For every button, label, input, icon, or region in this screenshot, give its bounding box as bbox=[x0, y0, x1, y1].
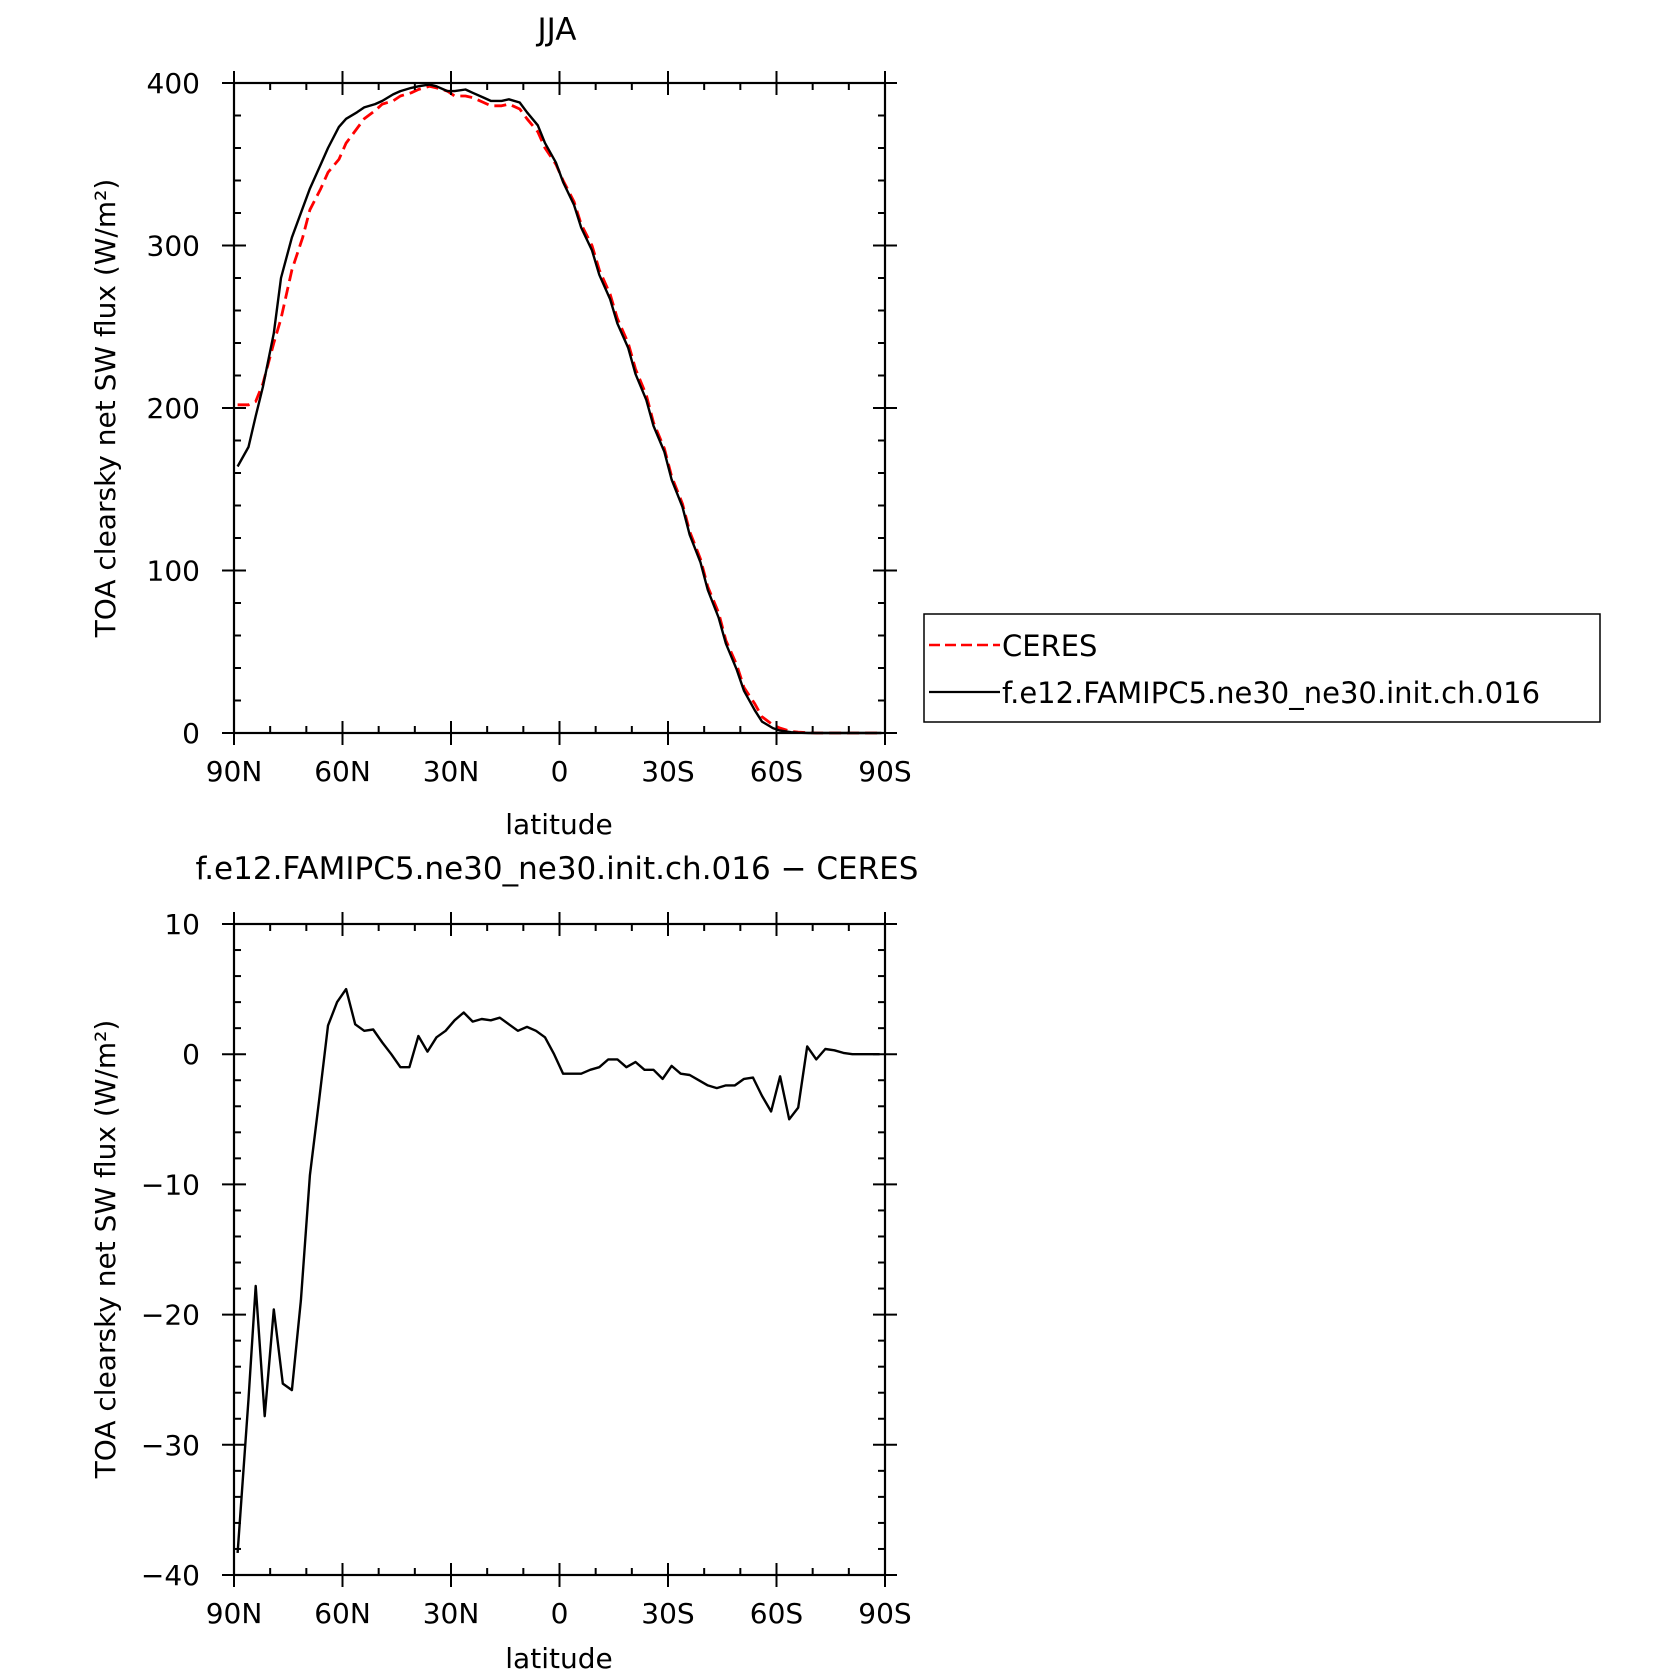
top-y-tick-label: 100 bbox=[147, 555, 200, 588]
bottom-y-tick-label: −30 bbox=[141, 1429, 200, 1462]
top-y-tick-label: 400 bbox=[147, 67, 200, 100]
bottom-x-tick-label: 90N bbox=[206, 1597, 263, 1630]
bottom-x-tick-label: 30S bbox=[641, 1597, 694, 1630]
top-x-tick-label: 90N bbox=[206, 755, 263, 788]
bottom-x-tick-label: 30N bbox=[423, 1597, 480, 1630]
top-y-tick-label: 200 bbox=[147, 392, 200, 425]
bottom-x-tick-label: 0 bbox=[551, 1597, 569, 1630]
top-ticks: 90N 60N 30N 0 30S 60S 90S 0 100 200 300 400 bbox=[147, 67, 912, 788]
top-chart-title: JJA bbox=[536, 12, 577, 48]
bottom-y-axis-label: TOA clearsky net SW flux (W/m²) bbox=[89, 1020, 122, 1480]
bottom-y-tick-label: −40 bbox=[141, 1559, 200, 1592]
top-x-tick-label: 0 bbox=[551, 755, 569, 788]
legend: CERES f.e12.FAMIPC5.ne30_ne30.init.ch.01… bbox=[923, 613, 1601, 723]
top-plot-frame bbox=[232, 81, 887, 735]
bottom-plot-frame bbox=[232, 922, 887, 1577]
top-x-axis-label: latitude bbox=[505, 808, 612, 841]
bottom-chart-title: f.e12.FAMIPC5.ne30_ne30.init.ch.016 − CE… bbox=[196, 851, 919, 887]
legend-ceres-label: CERES bbox=[1002, 629, 1097, 663]
bottom-ticks: 90N 60N 30N 0 30S 60S 90S −40 −30 −20 −10 0 10 bbox=[141, 908, 912, 1630]
top-y-axis-label: TOA clearsky net SW flux (W/m²) bbox=[89, 179, 122, 639]
top-y-tick-label: 0 bbox=[182, 717, 200, 750]
bottom-y-tick-label: 10 bbox=[164, 908, 200, 941]
bottom-panel: f.e12.FAMIPC5.ne30_ne30.init.ch.016 − CE… bbox=[89, 851, 918, 1674]
legend-model-label: f.e12.FAMIPC5.ne30_ne30.init.ch.016 bbox=[1002, 676, 1540, 710]
top-x-tick-label: 90S bbox=[858, 755, 911, 788]
top-plot-area bbox=[236, 83, 882, 735]
top-x-tick-label: 60S bbox=[750, 755, 803, 788]
bottom-y-tick-label: 0 bbox=[182, 1038, 200, 1071]
top-x-tick-label: 30N bbox=[423, 755, 480, 788]
top-series-line-1 bbox=[236, 83, 882, 735]
top-series-line-0 bbox=[237, 84, 882, 735]
bottom-plot-area bbox=[236, 987, 880, 1553]
bottom-x-tick-label: 60S bbox=[750, 1597, 803, 1630]
bottom-y-tick-label: −20 bbox=[141, 1299, 200, 1332]
top-y-tick-label: 300 bbox=[147, 230, 200, 263]
bottom-y-tick-label: −10 bbox=[141, 1168, 200, 1201]
top-x-tick-label: 60N bbox=[314, 755, 371, 788]
bottom-series-line-0 bbox=[236, 987, 880, 1553]
bottom-x-tick-label: 60N bbox=[314, 1597, 371, 1630]
legend-box bbox=[923, 613, 1601, 723]
bottom-x-axis-label: latitude bbox=[505, 1642, 612, 1674]
top-x-tick-label: 30S bbox=[641, 755, 694, 788]
top-panel: JJA 90N 60N 30N 0 30S 60S 90S 0 100 200 300 400 lat… bbox=[89, 12, 912, 841]
bottom-x-tick-label: 90S bbox=[858, 1597, 911, 1630]
